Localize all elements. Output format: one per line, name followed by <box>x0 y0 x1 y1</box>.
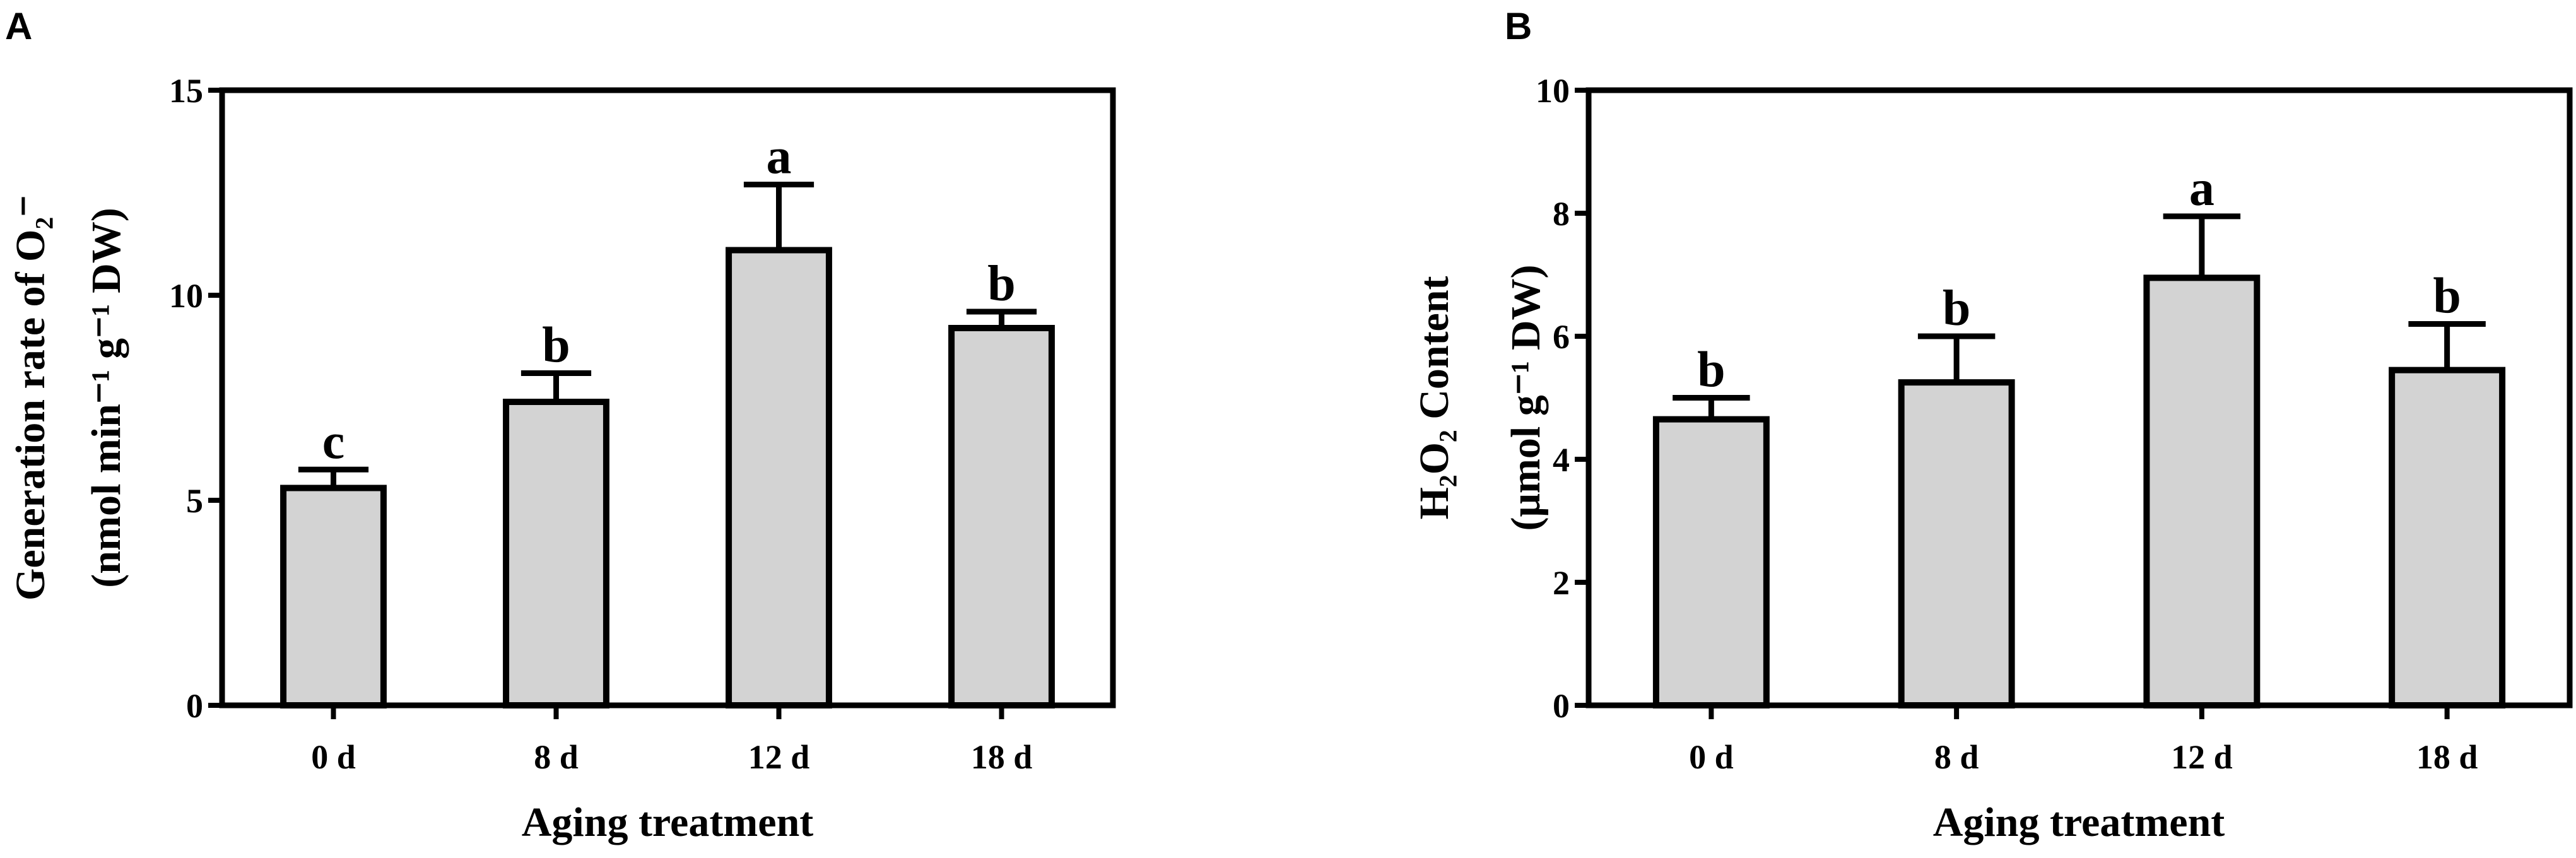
bar-1 <box>280 485 387 708</box>
y-tick-label: 5 <box>186 482 203 520</box>
panel-label: A <box>5 5 32 47</box>
panel-b: B 0 2 4 6 8 10 b 0 d b 8 d a 12 d b 18 d Aging treatmen… <box>1411 5 2573 845</box>
x-axis-title: Aging treatment <box>1933 799 2225 845</box>
plot-frame <box>219 87 1116 708</box>
x-tick-label: 8 d <box>1934 738 1979 776</box>
y-axis-title-line1: H₂O₂ Content <box>1411 276 1457 519</box>
bar-4 <box>948 325 1055 708</box>
y-tick-label: 6 <box>1553 318 1570 356</box>
panel-a: A 0 5 10 15 c 0 d b 8 d a 12 d b 18 d Aging treatment… <box>5 5 1116 845</box>
x-tick-label: 8 d <box>534 738 579 776</box>
x-axis-title: Aging treatment <box>522 799 814 845</box>
significance-label: a <box>767 129 792 185</box>
x-tick-label: 12 d <box>748 738 810 776</box>
x-tick-label: 0 d <box>1689 738 1734 776</box>
bar-4 <box>2389 367 2506 708</box>
bar-3 <box>726 247 832 708</box>
y-axis-title-line1: Generation rate of O₂⁻ <box>8 195 54 601</box>
significance-label: a <box>2189 161 2214 216</box>
significance-label: b <box>2433 269 2461 324</box>
y-axis-title-line2: (nmol min⁻¹ g⁻¹ DW) <box>83 208 129 587</box>
bar-2 <box>503 399 609 708</box>
bar-2 <box>1898 379 2015 708</box>
y-tick-label: 10 <box>1536 72 1570 110</box>
bar-1 <box>1652 416 1770 708</box>
x-tick-label: 0 d <box>311 738 356 776</box>
bar-3 <box>2143 274 2261 708</box>
y-tick-label: 8 <box>1553 195 1570 233</box>
x-tick-label: 12 d <box>2171 738 2233 776</box>
x-tick-label: 18 d <box>2416 738 2478 776</box>
significance-label: b <box>542 318 570 373</box>
significance-label: c <box>322 414 345 469</box>
panel-label: B <box>1505 5 1532 47</box>
y-tick-label: 4 <box>1553 441 1570 479</box>
y-tick-label: 0 <box>186 687 203 725</box>
y-tick-label: 15 <box>169 72 203 110</box>
y-axis-title-line2: (μmol g⁻¹ DW) <box>1503 265 1549 531</box>
y-tick-label: 2 <box>1553 564 1570 602</box>
significance-label: b <box>1697 343 1726 398</box>
y-tick-label: 0 <box>1553 687 1570 725</box>
significance-label: b <box>1943 281 1971 336</box>
significance-label: b <box>987 256 1016 312</box>
plot-frame <box>1585 87 2573 708</box>
x-tick-label: 18 d <box>971 738 1033 776</box>
y-tick-label: 10 <box>169 277 203 315</box>
